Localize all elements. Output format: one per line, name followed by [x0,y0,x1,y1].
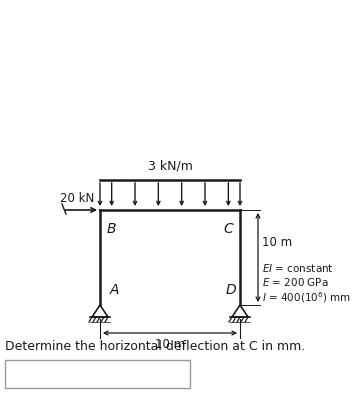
Text: 10 m: 10 m [155,338,185,351]
Text: A: A [110,283,120,297]
Text: C: C [223,222,233,236]
Text: 20 kN: 20 kN [60,191,94,204]
Text: $EI$ = constant: $EI$ = constant [262,262,334,275]
Text: $E$ = 200 GPa: $E$ = 200 GPa [262,277,329,288]
Text: 10 m: 10 m [262,236,292,249]
Text: 3 kN/m: 3 kN/m [148,159,193,172]
Text: $I$ = 400(10$^6$) mm: $I$ = 400(10$^6$) mm [262,290,351,305]
FancyBboxPatch shape [5,360,190,388]
Text: D: D [225,283,236,297]
Text: Determine the horizontal deflection at C in mm.: Determine the horizontal deflection at C… [5,340,305,353]
Text: B: B [107,222,117,236]
